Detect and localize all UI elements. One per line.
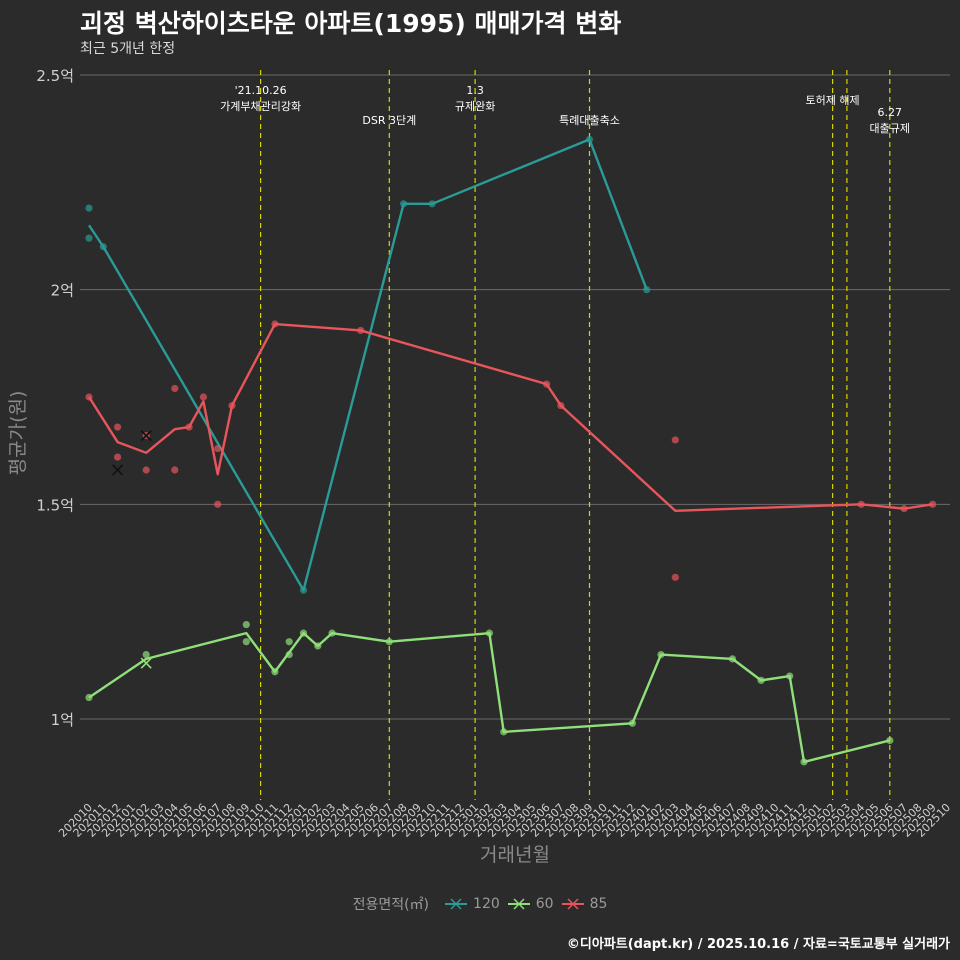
data-point-85 bbox=[929, 500, 937, 508]
cross-stroke bbox=[140, 657, 152, 669]
chart-subtitle: 최근 5개년 한정 bbox=[80, 41, 176, 57]
data-point-85 bbox=[214, 444, 222, 453]
event-label: 1.3 bbox=[466, 84, 484, 97]
cross-point-60 bbox=[140, 657, 152, 669]
data-point-60 bbox=[142, 651, 150, 659]
event-label: 토허제 해제 bbox=[806, 93, 860, 107]
x-axis-title: 거래년월 bbox=[480, 844, 550, 866]
series-line-120 bbox=[88, 138, 648, 592]
legend-label-85: 85 bbox=[589, 896, 608, 912]
data-point-60 bbox=[285, 651, 293, 659]
data-point-60 bbox=[85, 693, 93, 702]
y-axis-title: 평균가(원) bbox=[7, 391, 29, 476]
data-point-85 bbox=[171, 384, 179, 393]
data-point-60 bbox=[242, 620, 250, 629]
data-point-85 bbox=[85, 393, 93, 401]
data-point-85 bbox=[142, 466, 150, 474]
legend-swatch-85 bbox=[561, 898, 584, 910]
y-tick-label: 2억 bbox=[51, 282, 74, 300]
data-point-60 bbox=[242, 638, 250, 646]
legend-swatch-60 bbox=[507, 898, 530, 910]
data-point-85 bbox=[671, 573, 679, 581]
data-point-85 bbox=[543, 380, 551, 388]
event-label: '21.10.26 bbox=[235, 84, 287, 97]
series-line-85 bbox=[87, 322, 933, 512]
data-point-60 bbox=[271, 668, 279, 676]
event-label: 가계부채관리강화 bbox=[220, 100, 301, 113]
data-point-120 bbox=[585, 135, 594, 143]
data-point-60 bbox=[299, 629, 308, 637]
data-point-60 bbox=[285, 638, 293, 646]
data-point-60 bbox=[500, 728, 508, 736]
event-label: 대출규제 bbox=[870, 122, 910, 135]
event-label: DSR 3단계 bbox=[362, 114, 416, 127]
data-point-120 bbox=[643, 286, 651, 294]
data-point-85 bbox=[114, 453, 122, 461]
cross-stroke bbox=[112, 464, 124, 476]
data-point-60 bbox=[628, 719, 637, 727]
data-point-60 bbox=[385, 638, 393, 646]
cross-point-85 bbox=[112, 464, 124, 476]
data-point-120 bbox=[400, 200, 408, 208]
data-point-85 bbox=[199, 393, 207, 401]
data-point-120 bbox=[299, 586, 308, 594]
data-point-85 bbox=[185, 423, 193, 431]
data-point-85 bbox=[671, 436, 679, 444]
legend-label-60: 60 bbox=[535, 896, 554, 912]
data-point-60 bbox=[800, 758, 808, 766]
source-credit: ©디아파트(dapt.kr) / 2025.10.16 / 자료=국토교통부 실… bbox=[566, 937, 950, 952]
series-line-60 bbox=[88, 631, 891, 764]
data-point-120 bbox=[85, 204, 93, 212]
data-point-60 bbox=[485, 629, 493, 637]
data-point-85 bbox=[357, 326, 365, 335]
legend-item-60: 60 bbox=[507, 896, 554, 912]
data-point-60 bbox=[757, 676, 765, 684]
cross-point-85 bbox=[140, 430, 152, 442]
data-point-120 bbox=[99, 243, 107, 251]
data-point-85 bbox=[857, 500, 865, 508]
data-point-60 bbox=[886, 736, 894, 745]
data-point-85 bbox=[214, 500, 222, 508]
data-point-85 bbox=[900, 505, 908, 513]
y-tick-label: 1억 bbox=[51, 711, 74, 729]
legend: 전용면적(㎡) 120 60 85 bbox=[0, 894, 960, 914]
data-point-85 bbox=[271, 320, 279, 328]
event-label: 6.27 bbox=[878, 106, 903, 119]
data-point-60 bbox=[657, 651, 665, 659]
data-point-120 bbox=[85, 234, 93, 242]
y-tick-label: 2.5억 bbox=[36, 67, 74, 85]
data-point-85 bbox=[114, 423, 122, 431]
y-tick-label: 1.5억 bbox=[36, 496, 74, 514]
data-point-85 bbox=[228, 401, 236, 410]
data-point-60 bbox=[728, 655, 737, 663]
data-point-60 bbox=[786, 672, 794, 680]
data-point-60 bbox=[328, 629, 336, 637]
legend-swatch-120 bbox=[445, 898, 468, 910]
event-label: 특례대출축소 bbox=[559, 114, 620, 127]
data-point-85 bbox=[557, 401, 565, 410]
legend-label-120: 120 bbox=[473, 896, 500, 912]
legend-item-120: 120 bbox=[445, 896, 500, 912]
cross-stroke bbox=[140, 430, 152, 442]
data-point-60 bbox=[314, 642, 322, 650]
data-point-120 bbox=[428, 200, 436, 208]
legend-item-85: 85 bbox=[561, 896, 608, 912]
event-label: 규제완화 bbox=[455, 100, 495, 113]
data-point-85 bbox=[171, 466, 179, 474]
legend-title: 전용면적(㎡) bbox=[352, 897, 430, 913]
chart-title: 괴정 벽산하이츠타운 아파트(1995) 매매가격 변화 bbox=[80, 9, 622, 38]
